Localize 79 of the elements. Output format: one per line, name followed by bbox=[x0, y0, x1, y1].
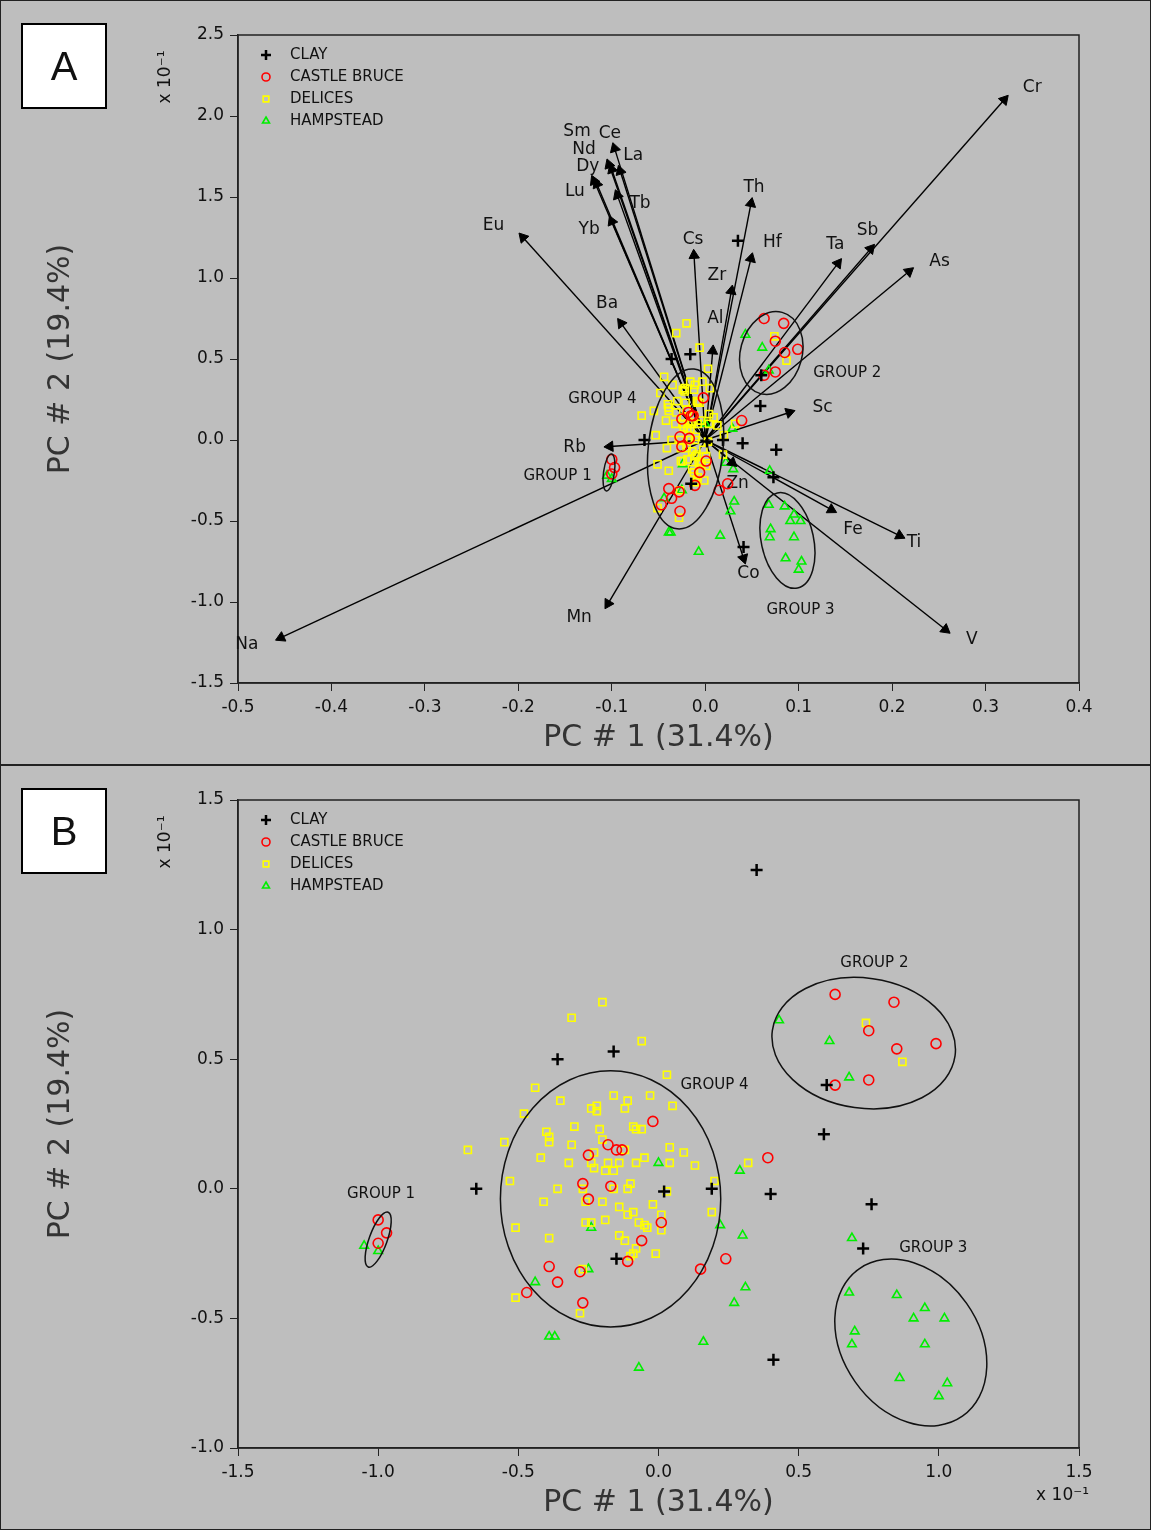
y-tick-label: 1.5 bbox=[196, 788, 224, 809]
x-tick-label: -0.4 bbox=[314, 695, 349, 716]
x-tick-label: 1.0 bbox=[925, 1460, 953, 1481]
y-tick-label: -0.5 bbox=[190, 1306, 224, 1327]
x-tick-label: 0.2 bbox=[878, 695, 906, 716]
legend-label: CLAY bbox=[290, 44, 329, 63]
x-tick-label: 0.4 bbox=[1065, 695, 1093, 716]
text: x 10⁻¹ bbox=[154, 50, 175, 104]
annotation: Zr bbox=[707, 263, 727, 284]
x-axis-title: PC # 1 (31.4%) bbox=[543, 717, 774, 753]
x-tick-label: 1.5 bbox=[1065, 1460, 1093, 1481]
annotation: Sb bbox=[856, 219, 879, 240]
annotation: Ti bbox=[905, 531, 922, 552]
y-tick-label: 1.0 bbox=[196, 918, 224, 939]
x-tick-label: 0.5 bbox=[785, 1460, 813, 1481]
x-tick-label: -0.2 bbox=[501, 695, 535, 716]
annotation: GROUP 3 bbox=[899, 1238, 968, 1257]
annotation: GROUP 1 bbox=[346, 1183, 416, 1202]
x-tick-label: 0.0 bbox=[644, 1460, 673, 1481]
annotation: Ce bbox=[598, 121, 621, 142]
x-tick-label: -1.0 bbox=[361, 1460, 395, 1481]
legend-label: CASTLE BRUCE bbox=[290, 66, 404, 85]
annotation: V bbox=[965, 627, 978, 648]
text: x 10⁻¹ bbox=[1036, 1484, 1089, 1505]
annotation: La bbox=[623, 144, 644, 165]
y-tick-label: 0.0 bbox=[196, 428, 224, 449]
x-axis-title: PC # 1 (31.4%) bbox=[543, 1482, 774, 1518]
y-tick-label: 0.0 bbox=[196, 1177, 224, 1198]
y-tick-label: -1.0 bbox=[190, 1436, 224, 1457]
y-tick-label: -0.5 bbox=[190, 509, 224, 530]
annotation: Sc bbox=[812, 395, 833, 416]
annotation: Eu bbox=[482, 214, 505, 235]
chart-title: B bbox=[21, 788, 107, 874]
annotation: As bbox=[929, 249, 950, 270]
legend-label: DELICES bbox=[290, 853, 354, 872]
annotation: GROUP 2 bbox=[840, 953, 909, 972]
annotation: GROUP 2 bbox=[813, 363, 882, 382]
annotation: Lu bbox=[564, 180, 585, 201]
y-axis-title: PC # 2 (19.4%) bbox=[40, 243, 76, 475]
x-tick-label: -0.5 bbox=[501, 1460, 535, 1481]
legend-label: HAMPSTEAD bbox=[290, 875, 384, 894]
chart-title: A bbox=[21, 23, 107, 109]
annotation: GROUP 1 bbox=[523, 465, 592, 484]
annotation: Th bbox=[742, 176, 765, 197]
x-tick-label: 0.3 bbox=[972, 695, 1000, 716]
legend-label: DELICES bbox=[290, 88, 354, 107]
annotation: GROUP 4 bbox=[568, 389, 637, 408]
y-tick-label: -1.5 bbox=[190, 671, 224, 692]
legend-label: CLAY bbox=[290, 809, 329, 828]
legend-label: HAMPSTEAD bbox=[290, 110, 384, 129]
annotation: GROUP 4 bbox=[680, 1075, 749, 1094]
x-tick-label: 0.0 bbox=[691, 695, 719, 716]
y-tick-label: -1.0 bbox=[190, 590, 224, 611]
x-tick-label: -0.1 bbox=[595, 695, 629, 716]
y-tick-label: 1.0 bbox=[196, 266, 224, 287]
annotation: GROUP 3 bbox=[766, 599, 835, 618]
annotation: Ta bbox=[825, 232, 845, 253]
x-tick-label: 0.1 bbox=[785, 695, 813, 716]
annotation: Co bbox=[737, 561, 760, 582]
annotation: Cr bbox=[1022, 76, 1042, 97]
annotation: Al bbox=[707, 307, 724, 328]
y-tick-label: 2.5 bbox=[196, 23, 224, 44]
annotation: Yb bbox=[577, 217, 600, 238]
legend-label: CASTLE BRUCE bbox=[290, 831, 404, 850]
y-tick-label: 0.5 bbox=[196, 347, 224, 368]
y-tick-label: 1.5 bbox=[196, 185, 224, 206]
annotation: Hf bbox=[762, 231, 783, 252]
text: x 10⁻¹ bbox=[154, 815, 175, 869]
annotation: Rb bbox=[563, 435, 586, 456]
x-tick-label: -0.3 bbox=[408, 695, 442, 716]
annotation: Mn bbox=[566, 605, 592, 626]
annotation: Fe bbox=[843, 518, 863, 539]
y-axis-title: PC # 2 (19.4%) bbox=[40, 1008, 76, 1240]
annotation: Cs bbox=[682, 227, 704, 248]
annotation: Ba bbox=[596, 292, 619, 313]
x-tick-label: -0.5 bbox=[221, 695, 255, 716]
x-tick-label: -1.5 bbox=[221, 1460, 255, 1481]
y-tick-label: 2.0 bbox=[196, 104, 224, 125]
y-tick-label: 0.5 bbox=[196, 1047, 224, 1068]
